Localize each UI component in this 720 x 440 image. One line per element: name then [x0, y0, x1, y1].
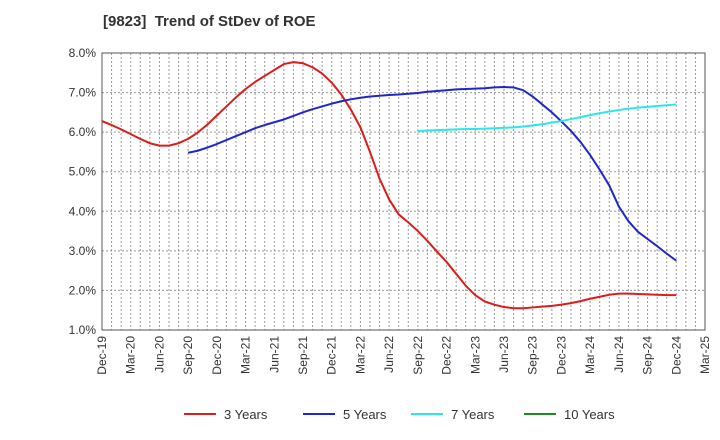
series-line-5-years [187, 86, 677, 262]
y-tick-label: 8.0% [69, 46, 97, 60]
y-tick-label: 7.0% [69, 86, 97, 100]
y-tick-label: 4.0% [69, 204, 97, 218]
x-tick-label: Jun-20 [152, 336, 166, 373]
x-tick-label: Dec-24 [669, 336, 683, 375]
legend-label-3-years: 3 Years [224, 407, 268, 422]
x-tick-label: Sep-22 [411, 336, 425, 375]
x-tick-label: Mar-24 [583, 336, 597, 374]
plot-area-background [102, 53, 705, 330]
y-tick-label: 1.0% [69, 323, 97, 337]
x-tick-label: Dec-21 [325, 336, 339, 375]
x-tick-label: Dec-20 [210, 336, 224, 375]
x-tick-label: Sep-20 [181, 336, 195, 375]
axis-layer: 1.0% 2.0% 3.0% 4.0% 5.0% 6.0% 7.0% 8.0% Dec-19 Ma… [69, 46, 712, 375]
x-tick-label: Mar-22 [353, 336, 367, 374]
x-tick-label: Sep-24 [641, 336, 655, 375]
legend-label-5-years: 5 Years [343, 407, 387, 422]
x-tick-label: Mar-23 [468, 336, 482, 374]
x-tick-label: Sep-23 [526, 336, 540, 375]
plot-frame [101, 52, 706, 331]
series-layer [101, 61, 677, 310]
legend-label-7-years: 7 Years [451, 407, 495, 422]
x-tick-label: Dec-19 [95, 336, 109, 375]
y-tick-label: 2.0% [69, 283, 97, 297]
x-tick-label: Mar-20 [124, 336, 138, 374]
series-line-3-years [101, 61, 677, 310]
x-tick-label: Dec-23 [554, 336, 568, 375]
y-tick-label: 5.0% [69, 165, 97, 179]
x-tick-label: Sep-21 [296, 336, 310, 375]
x-tick-label: Jun-22 [382, 336, 396, 373]
legend: 3 Years 5 Years 7 Years 10 Years [184, 407, 615, 422]
x-tick-label: Dec-22 [440, 336, 454, 375]
chart-title: [9823] Trend of StDev of ROE [103, 13, 316, 30]
series-line-7-years [417, 103, 677, 132]
y-tick-label: 3.0% [69, 244, 97, 258]
legend-label-10-years: 10 Years [564, 407, 615, 422]
x-tick-label: Jun-23 [497, 336, 511, 373]
x-tick-label: Jun-24 [612, 336, 626, 373]
x-tick-label: Mar-25 [698, 336, 712, 374]
x-tick-label: Jun-21 [267, 336, 281, 373]
y-tick-label: 6.0% [69, 125, 97, 139]
x-tick-label: Mar-21 [239, 336, 253, 374]
